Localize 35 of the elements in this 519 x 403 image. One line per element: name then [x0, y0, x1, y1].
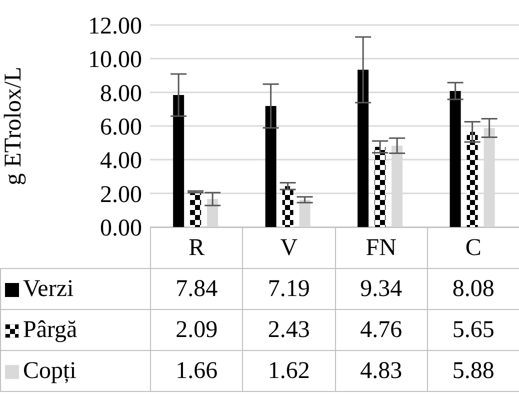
x-tick-label: V — [242, 228, 335, 268]
legend-label: Verzi — [0, 268, 150, 310]
y-tick-label: 6.00 — [100, 114, 142, 141]
data-label: 2.43 — [242, 310, 335, 350]
bar — [190, 192, 202, 227]
data-label: 7.84 — [150, 268, 243, 310]
data-label: 7.19 — [242, 268, 335, 310]
legend-label: Copți — [0, 350, 150, 392]
data-label: 9.34 — [335, 268, 428, 310]
data-label: 8.08 — [427, 268, 519, 310]
legend-label: Pârgă — [0, 310, 150, 350]
y-tick-label: 2.00 — [100, 182, 142, 208]
data-label: 1.66 — [150, 350, 243, 392]
x-tick-label: R — [150, 228, 243, 268]
y-tick-label: 4.00 — [100, 148, 142, 174]
bar — [265, 106, 276, 227]
data-label: 4.76 — [335, 310, 428, 350]
data-label: 2.09 — [150, 310, 243, 350]
bar — [466, 132, 478, 227]
y-tick-label: 0.00 — [100, 216, 142, 242]
data-label: 5.65 — [427, 310, 519, 350]
bar — [374, 146, 386, 227]
y-tick-label: 10.00 — [88, 47, 142, 74]
y-tick-label: 12.00 — [88, 14, 142, 40]
data-label: 4.83 — [335, 350, 428, 392]
bar — [450, 90, 461, 227]
x-tick-label: C — [427, 228, 519, 268]
x-tick-label: FN — [335, 228, 428, 268]
y-tick-label: 8.00 — [100, 80, 142, 107]
data-label: 1.62 — [242, 350, 335, 392]
bar — [358, 70, 369, 227]
y-axis-title: g ETrolox/L — [0, 66, 27, 186]
bar — [173, 95, 184, 227]
bar — [282, 186, 294, 227]
data-label: 5.88 — [427, 350, 519, 392]
